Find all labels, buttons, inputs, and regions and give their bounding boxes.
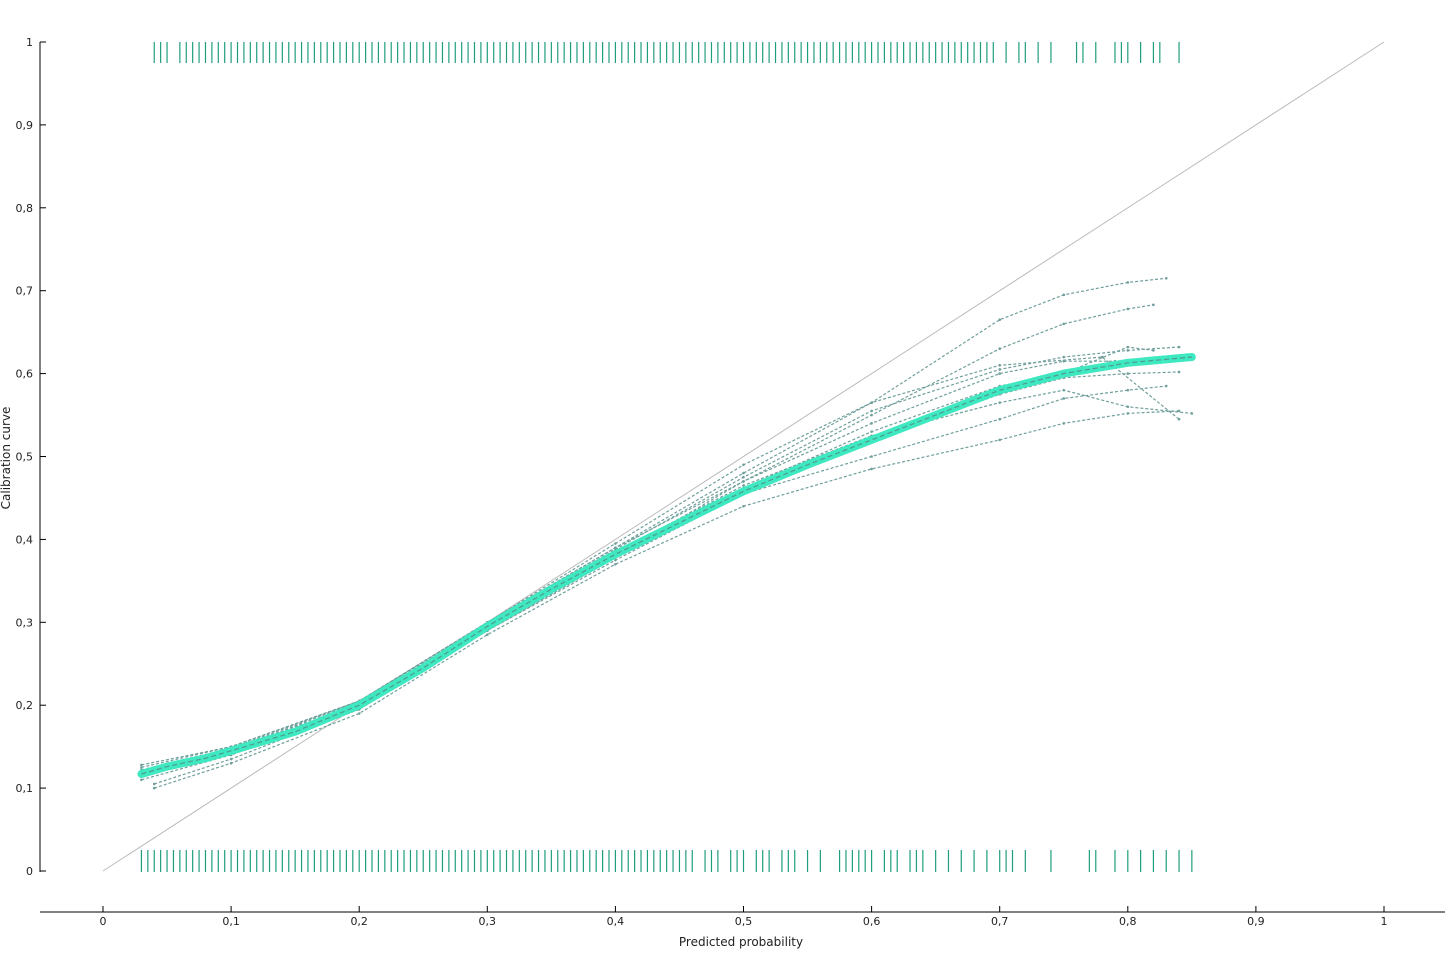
y-tick-label: 1: [26, 36, 33, 49]
bootstrap-point: [1126, 345, 1130, 349]
bootstrap-point: [1126, 372, 1130, 375]
bootstrap-point: [998, 372, 1001, 375]
bootstrap-curve: [141, 346, 1180, 766]
bootstrap-curve: [141, 371, 1180, 781]
bootstrap-curve: [154, 410, 1180, 789]
bootstrap-point: [357, 712, 361, 715]
reference-line-group: [102, 41, 1385, 872]
bootstrap-point: [1126, 388, 1130, 392]
bootstrap-curve: [141, 277, 1167, 768]
x-tick-label: 0,5: [735, 915, 753, 928]
bootstrap-point: [1164, 276, 1168, 280]
mean-calibration-curve-dash: [141, 356, 1192, 775]
bootstrap-point: [1062, 397, 1066, 400]
bootstrap-point: [870, 430, 873, 433]
bootstrap-curve: [141, 346, 1154, 777]
bootstrap-point: [1126, 349, 1130, 352]
bootstrap-point: [614, 562, 617, 566]
bootstrap-point: [870, 401, 873, 404]
x-tick-label: 0,8: [1119, 915, 1137, 928]
bootstrap-point: [1062, 422, 1066, 425]
bootstrap-point: [486, 633, 489, 637]
y-tick-label: 0,4: [16, 533, 34, 546]
bootstrap-point: [140, 766, 143, 769]
bootstrap-point: [742, 475, 745, 479]
x-tick-label: 0,7: [991, 915, 1009, 928]
bootstrap-point: [614, 558, 617, 562]
y-axis-label: Calibration curve: [0, 407, 13, 510]
bootstrap-point: [1126, 412, 1130, 415]
bootstrap-point: [742, 504, 745, 508]
bootstrap-point: [1177, 417, 1181, 421]
mean-curve-group: [137, 353, 1196, 779]
bootstrap-point: [152, 782, 156, 786]
y-tick-label: 0,5: [16, 451, 34, 464]
bootstrap-point: [152, 786, 156, 790]
bootstrap-point: [1177, 370, 1181, 374]
y-tick-label: 0,7: [16, 285, 34, 298]
y-tick-label: 0,2: [16, 699, 34, 712]
bootstrap-point: [1177, 409, 1181, 413]
bootstrap-point: [1177, 345, 1181, 349]
bootstrap-point: [998, 438, 1001, 442]
x-tick-label: 0,2: [350, 915, 368, 928]
y-tick-label: 0,8: [16, 202, 34, 215]
reference-diagonal-line: [102, 41, 1385, 872]
bootstrap-point: [870, 455, 873, 458]
x-tick-label: 1: [1381, 915, 1388, 928]
bootstrap-curve: [141, 360, 1115, 771]
bootstrap-point: [1126, 405, 1130, 409]
mean-calibration-curve: [137, 353, 1196, 779]
bootstrap-point: [1152, 349, 1155, 352]
bootstrap-point: [998, 364, 1001, 367]
y-tick-label: 0: [26, 865, 33, 878]
bootstrap-point: [1100, 355, 1104, 359]
bootstrap-point: [1190, 412, 1194, 415]
bootstrap-point: [742, 463, 745, 467]
bootstrap-point: [742, 471, 745, 475]
bootstrap-point: [1152, 303, 1155, 307]
bootstrap-curve: [141, 356, 1180, 773]
bootstrap-point: [998, 347, 1001, 351]
bootstrap-point: [614, 542, 617, 545]
x-tick-label: 0: [100, 915, 107, 928]
bootstrap-point: [1164, 384, 1168, 388]
bootstrap-point: [870, 413, 873, 417]
bootstrap-point: [1126, 281, 1130, 284]
x-tick-label: 0,9: [1247, 915, 1265, 928]
bootstrap-point: [1062, 355, 1066, 359]
bootstrap-point: [1126, 307, 1130, 311]
bootstrap-point: [1062, 322, 1066, 326]
x-tick-label: 0,6: [863, 915, 881, 928]
rug-group: [140, 42, 1193, 872]
bootstrap-point: [870, 422, 873, 425]
x-axis-label: Predicted probability: [679, 935, 803, 949]
x-tick-label: 0,1: [222, 915, 240, 928]
bootstrap-point: [229, 757, 233, 761]
bootstrap-point: [1062, 388, 1066, 392]
y-tick-label: 0,3: [16, 616, 34, 629]
bootstrap-point: [742, 480, 745, 483]
bootstrap-point: [140, 763, 143, 767]
bootstrap-point: [998, 368, 1001, 371]
x-tick-label: 0,3: [479, 915, 497, 928]
y-tick-label: 0,6: [16, 368, 34, 381]
bootstrap-point: [1062, 293, 1066, 297]
bootstrap-point: [229, 761, 233, 765]
bootstrap-point: [998, 417, 1001, 421]
bootstrap-point: [1062, 359, 1066, 363]
bootstrap-point: [742, 484, 745, 487]
y-tick-label: 0,1: [16, 782, 34, 795]
bootstrap-curve: [141, 389, 1192, 774]
bootstrap-point: [998, 401, 1001, 404]
axes-group: 0 0,1 0,2 0,3 0,4 0,5 0,6 0,7 0,8 0,9 1 0 0,1 0,2 0,3 0…: [16, 36, 1445, 928]
x-tick-label: 0,4: [607, 915, 625, 928]
bootstrap-point: [140, 778, 143, 782]
bootstrap-point: [870, 467, 873, 471]
y-tick-label: 0,9: [16, 119, 34, 132]
bootstrap-point: [998, 318, 1001, 322]
bootstrap-point: [870, 409, 873, 413]
